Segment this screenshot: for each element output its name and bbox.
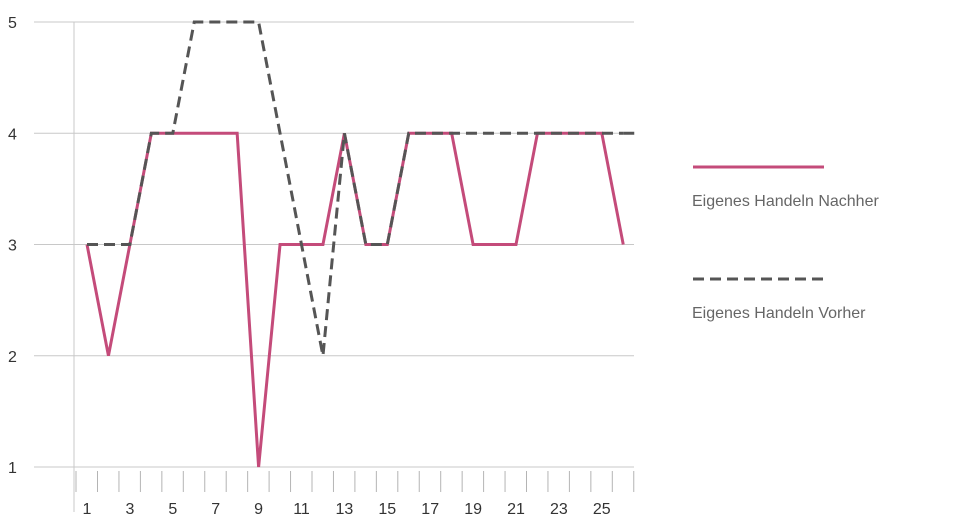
y-tick-label-4: 4	[8, 126, 17, 143]
x-tick-label-1: 1	[83, 501, 92, 518]
x-tick-label-13: 13	[336, 501, 354, 518]
legend: Eigenes Handeln Nachher Eigenes Handeln V…	[692, 165, 879, 322]
x-tick-label-9: 9	[254, 501, 263, 518]
x-tick-label-19: 19	[464, 501, 482, 518]
legend-label-vorher: Eigenes Handeln Vorher	[692, 305, 866, 322]
series-lines	[85, 20, 640, 468]
x-tick-label-11: 11	[293, 501, 310, 518]
legend-label-nachher: Eigenes Handeln Nachher	[692, 193, 879, 210]
x-tick-label-7: 7	[211, 501, 220, 518]
x-tick-label-17: 17	[421, 501, 439, 518]
series-line-vorher	[87, 20, 624, 357]
x-tick-label-5: 5	[168, 501, 177, 518]
x-tick-labels: 1 3 5 7 9 11 13 15 17 19 21 23 25	[83, 501, 611, 518]
x-tick-label-3: 3	[125, 501, 134, 518]
x-tick-label-25: 25	[593, 501, 611, 518]
y-tick-label-3: 3	[8, 238, 17, 255]
y-tick-label-5: 5	[8, 15, 17, 32]
x-tick-label-23: 23	[550, 501, 568, 518]
x-tick-label-15: 15	[378, 501, 396, 518]
y-tick-label-1: 1	[8, 460, 17, 477]
y-tick-labels: 1 2 3 4 5	[8, 15, 17, 477]
x-tick-label-21: 21	[507, 501, 525, 518]
y-tick-label-2: 2	[8, 349, 17, 366]
axes	[73, 22, 635, 512]
